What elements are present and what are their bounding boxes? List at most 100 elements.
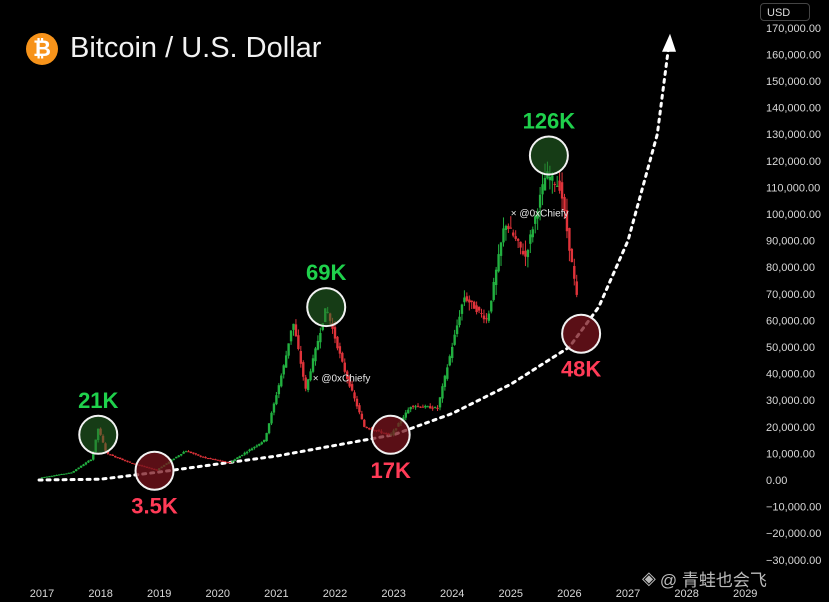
candle-body bbox=[228, 462, 232, 464]
y-tick-label: 50,000.00 bbox=[766, 342, 815, 354]
candle-body bbox=[448, 356, 451, 366]
candle-body bbox=[568, 228, 571, 251]
x-tick-label: 2025 bbox=[499, 588, 523, 600]
x-tick-label: 2026 bbox=[557, 588, 581, 600]
y-tick-label: 60,000.00 bbox=[766, 315, 815, 327]
candle-body bbox=[431, 407, 434, 409]
candle-body bbox=[492, 281, 495, 300]
candle-body bbox=[289, 330, 293, 342]
candle-body bbox=[223, 461, 227, 463]
watermark: ◈ @ 青蛙也会飞 bbox=[642, 566, 767, 591]
y-tick-label: −20,000.00 bbox=[766, 528, 821, 540]
candle-body bbox=[67, 472, 71, 474]
candle-body bbox=[553, 183, 556, 185]
candle-body bbox=[74, 469, 78, 472]
candle-body bbox=[341, 352, 344, 362]
candle-body bbox=[114, 455, 117, 458]
candle-body bbox=[558, 180, 561, 191]
candle-body bbox=[472, 301, 476, 309]
candle-body bbox=[551, 175, 554, 181]
x-tick-label: 2022 bbox=[323, 588, 347, 600]
watermark-handle: × @0xChiefy bbox=[511, 209, 569, 220]
candle-body bbox=[177, 455, 180, 457]
candle-body bbox=[182, 451, 185, 454]
candle-body bbox=[465, 296, 469, 301]
candle-body bbox=[565, 210, 569, 232]
candle-body bbox=[477, 307, 481, 311]
candle-body bbox=[509, 227, 512, 229]
candle-body bbox=[475, 305, 478, 313]
candle-body bbox=[555, 185, 559, 187]
candle-body bbox=[419, 406, 422, 408]
candle-body bbox=[179, 454, 183, 456]
y-tick-label: −30,000.00 bbox=[766, 555, 821, 567]
candle-body bbox=[280, 375, 283, 387]
candle-body bbox=[436, 407, 439, 409]
watermark-logo-icon: ◈ bbox=[642, 568, 656, 588]
candle-body bbox=[253, 446, 256, 449]
candle-body bbox=[43, 476, 46, 478]
candle-body bbox=[519, 241, 522, 248]
candle-body bbox=[512, 232, 515, 236]
x-tick-label: 2021 bbox=[264, 588, 288, 600]
candle-body bbox=[314, 348, 317, 362]
candle-body bbox=[526, 249, 530, 258]
candle-body bbox=[201, 456, 205, 458]
candle-body bbox=[490, 300, 493, 312]
x-tick-label: 2017 bbox=[30, 588, 54, 600]
candle-body bbox=[233, 459, 237, 461]
candle-body bbox=[507, 225, 510, 229]
candle-body bbox=[133, 463, 136, 465]
candle-body bbox=[284, 355, 288, 368]
currency-badge[interactable]: USD bbox=[760, 3, 810, 21]
candle-body bbox=[575, 281, 578, 295]
title-text: Bitcoin / U.S. Dollar bbox=[70, 32, 322, 64]
candle-body bbox=[219, 460, 222, 462]
candle-body bbox=[348, 376, 351, 387]
candle-body bbox=[451, 346, 454, 358]
candle-body bbox=[255, 445, 259, 447]
candle-body bbox=[573, 265, 576, 279]
candle-body bbox=[534, 216, 537, 224]
candle-body bbox=[494, 269, 498, 286]
candle-body bbox=[470, 300, 473, 303]
candle-body bbox=[543, 177, 547, 191]
x-tick-label: 2023 bbox=[381, 588, 405, 600]
candle-body bbox=[65, 473, 68, 475]
candle-body bbox=[367, 428, 371, 430]
candle-body bbox=[60, 473, 63, 475]
candle-body bbox=[206, 458, 210, 460]
y-tick-label: 150,000.00 bbox=[766, 76, 821, 88]
candle-body bbox=[411, 405, 415, 407]
candle-body bbox=[77, 467, 80, 470]
trough-label: 17K bbox=[370, 458, 410, 483]
peak-marker bbox=[306, 287, 347, 328]
y-tick-label: 20,000.00 bbox=[766, 422, 815, 434]
y-tick-label: 160,000.00 bbox=[766, 49, 821, 61]
candle-body bbox=[40, 477, 44, 479]
candle-body bbox=[109, 454, 112, 456]
candle-body bbox=[355, 398, 359, 407]
candle-body bbox=[187, 451, 190, 453]
x-tick-label: 2024 bbox=[440, 588, 464, 600]
candle-body bbox=[438, 397, 442, 408]
candle-body bbox=[453, 334, 456, 345]
candle-body bbox=[414, 406, 417, 408]
candle-body bbox=[216, 459, 219, 461]
candle-body bbox=[363, 419, 366, 427]
candle-body bbox=[172, 458, 176, 460]
candle-body bbox=[360, 413, 364, 420]
y-tick-label: 170,000.00 bbox=[766, 23, 821, 35]
candle-body bbox=[404, 412, 408, 418]
candle-body bbox=[189, 451, 193, 453]
candle-body bbox=[241, 454, 244, 457]
candle-body bbox=[441, 386, 444, 399]
y-tick-label: 100,000.00 bbox=[766, 209, 821, 221]
y-tick-label: 30,000.00 bbox=[766, 395, 815, 407]
candle-body bbox=[353, 392, 356, 399]
candle-body bbox=[82, 464, 85, 467]
candle-body bbox=[204, 457, 207, 459]
candle-body bbox=[416, 405, 420, 407]
candle-body bbox=[504, 225, 508, 231]
